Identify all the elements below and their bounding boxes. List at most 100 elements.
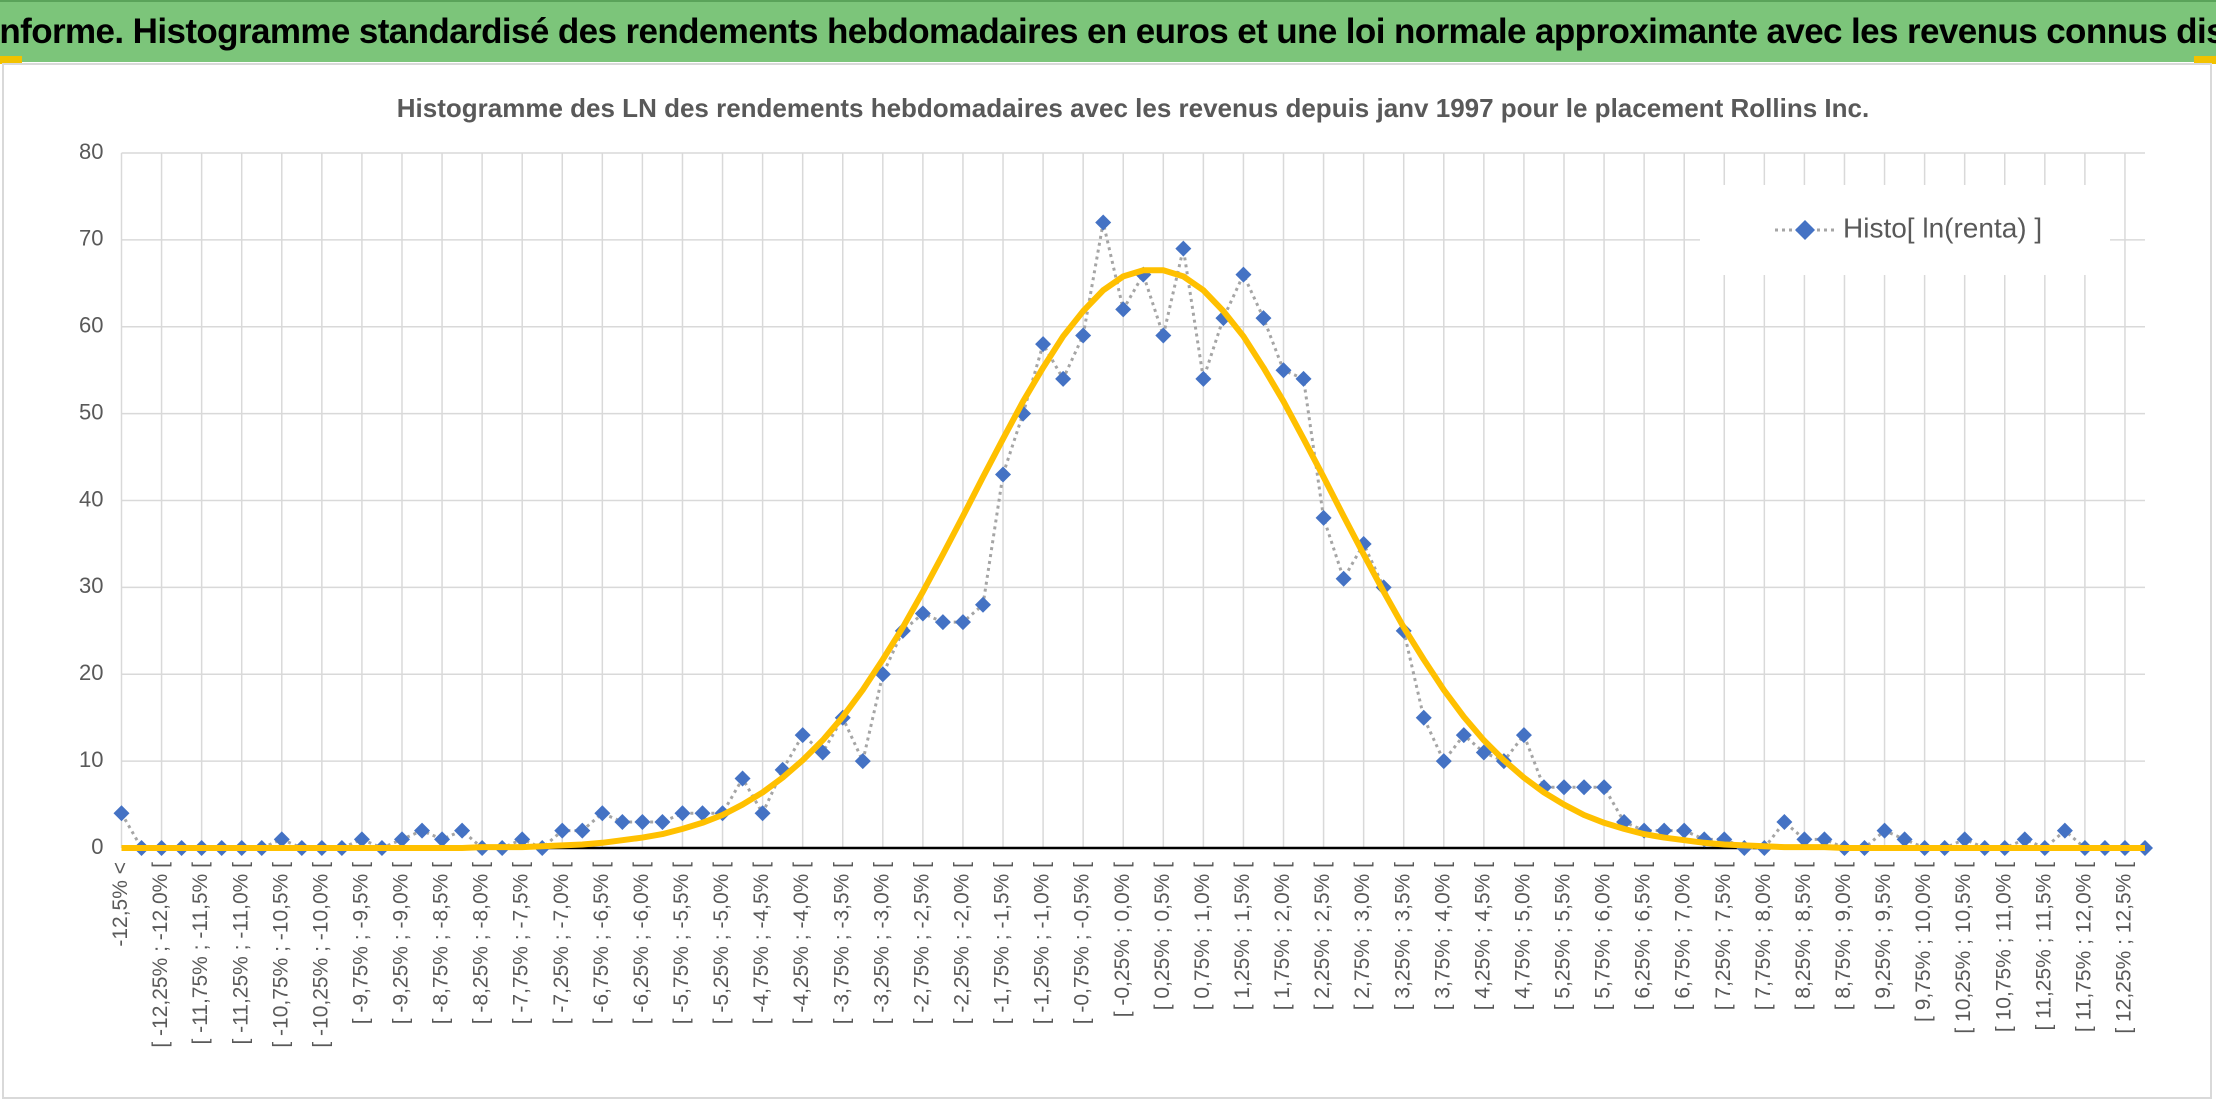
x-tick-label: [ 4,25% ; 4,5% [ xyxy=(1471,862,1494,1010)
data-point xyxy=(1115,301,1132,318)
x-tick-label: [ -8,25% ; -8,0% [ xyxy=(470,862,493,1024)
legend-label: Histo[ ln(renta) ] xyxy=(1843,212,2042,243)
legend-marker xyxy=(1795,220,1815,240)
data-point xyxy=(674,805,691,822)
x-tick-label: [ -1,25% ; -1,0% [ xyxy=(1031,862,1054,1024)
data-point xyxy=(1515,727,1532,744)
data-point xyxy=(914,605,931,622)
x-tick-label: [ -2,25% ; -2,0% [ xyxy=(951,862,974,1024)
data-point xyxy=(353,831,370,848)
x-tick-label: [ -10,75% ; -10,5% [ xyxy=(269,862,292,1048)
data-point xyxy=(1195,370,1212,387)
x-tick-label: [ -10,25% ; -10,0% [ xyxy=(309,862,332,1048)
data-point xyxy=(454,822,471,839)
y-tick-label: 40 xyxy=(79,486,103,511)
data-point xyxy=(1896,831,1913,848)
data-point xyxy=(594,805,611,822)
data-point xyxy=(634,813,651,830)
legend-box xyxy=(1700,185,2110,275)
data-point xyxy=(1555,779,1572,796)
data-point xyxy=(393,831,410,848)
x-tick-label: [ -7,25% ; -7,0% [ xyxy=(550,862,573,1024)
data-point xyxy=(1796,831,1813,848)
data-point xyxy=(1095,214,1112,231)
x-tick-label: [ 9,75% ; 10,0% [ xyxy=(1912,862,1935,1022)
y-tick-label: 30 xyxy=(79,573,103,598)
x-tick-label: [ 4,75% ; 5,0% [ xyxy=(1511,862,1534,1010)
data-point xyxy=(1576,779,1593,796)
series-line xyxy=(120,221,2145,850)
data-point xyxy=(1335,570,1352,587)
data-point xyxy=(1676,822,1693,839)
data-point xyxy=(954,614,971,631)
x-tick-label: [ -9,75% ; -9,5% [ xyxy=(349,862,372,1024)
x-tick-label: [ -2,75% ; -2,5% [ xyxy=(910,862,933,1024)
y-tick-label: 10 xyxy=(79,747,103,772)
data-point xyxy=(574,822,591,839)
data-point xyxy=(1415,709,1432,726)
x-tick-label: [ 5,75% ; 6,0% [ xyxy=(1592,862,1615,1010)
y-tick-label: 0 xyxy=(91,834,103,859)
y-tick-label: 20 xyxy=(79,660,103,685)
x-tick-label: [ 0,75% ; 1,0% [ xyxy=(1191,862,1214,1010)
x-tick-label: [ -1,75% ; -1,5% [ xyxy=(991,862,1014,1024)
x-tick-label: [ -12,25% ; -12,0% [ xyxy=(149,862,172,1048)
data-point xyxy=(1235,266,1252,283)
x-tick-label: [ 3,25% ; 3,5% [ xyxy=(1391,862,1414,1010)
x-tick-label: [ -0,25% ; 0,0% [ xyxy=(1111,862,1134,1017)
x-tick-label: [ 6,75% ; 7,0% [ xyxy=(1672,862,1695,1010)
data-point xyxy=(1435,753,1452,770)
x-tick-label: [ -3,25% ; -3,0% [ xyxy=(870,862,893,1024)
x-tick-label: [ 12,25% ; 12,5% [ xyxy=(2113,862,2136,1034)
x-tick-label: [ -0,75% ; -0,5% [ xyxy=(1071,862,1094,1024)
data-point xyxy=(1776,813,1793,830)
x-tick-label: [ -6,25% ; -6,0% [ xyxy=(630,862,653,1024)
x-tick-label: [ 10,25% ; 10,5% [ xyxy=(1952,862,1975,1034)
x-tick-label: [ 11,25% ; 11,5% [ xyxy=(2032,862,2055,1031)
x-tick-label: [ 1,75% ; 2,0% [ xyxy=(1271,862,1294,1010)
data-point xyxy=(1816,831,1833,848)
data-point xyxy=(1175,240,1192,257)
data-point xyxy=(113,805,130,822)
x-tick-label: [ -9,25% ; -9,0% [ xyxy=(390,862,413,1024)
chart-frame xyxy=(2,63,2212,1099)
x-tick-label: [ -4,25% ; -4,0% [ xyxy=(790,862,813,1024)
x-tick-label: [ 1,25% ; 1,5% [ xyxy=(1231,862,1254,1010)
x-tick-label: [ 7,75% ; 8,0% [ xyxy=(1752,862,1775,1010)
corner xyxy=(2194,56,2216,64)
x-tick-label: [ 6,25% ; 6,5% [ xyxy=(1632,862,1655,1010)
series-line xyxy=(121,267,2145,851)
data-point xyxy=(934,614,951,631)
data-point xyxy=(734,770,751,787)
x-tick-label: [ 8,75% ; 9,0% [ xyxy=(1832,862,1855,1010)
x-tick-label: [ 9,25% ; 9,5% [ xyxy=(1872,862,1895,1010)
data-point xyxy=(2056,822,2073,839)
data-point xyxy=(1455,727,1472,744)
page-title: ADAM Informe. Histogramme standardisé de… xyxy=(0,12,2216,51)
x-tick-label: [ 2,75% ; 3,0% [ xyxy=(1351,862,1374,1010)
data-point xyxy=(614,813,631,830)
x-tick-label: [ -6,75% ; -6,5% [ xyxy=(590,862,613,1024)
data-point xyxy=(1255,310,1272,327)
y-tick-label: 50 xyxy=(79,399,103,424)
data-point xyxy=(1295,370,1312,387)
data-point xyxy=(1275,362,1292,379)
data-point xyxy=(1596,779,1613,796)
x-tick-label: [ 0,25% ; 0,5% [ xyxy=(1151,862,1174,1010)
x-tick-label: [ -3,75% ; -3,5% [ xyxy=(830,862,853,1024)
x-tick-label: [ 11,75% ; 12,0% [ xyxy=(2072,862,2095,1032)
x-tick-label: [ -4,75% ; -4,5% [ xyxy=(750,862,773,1024)
data-point xyxy=(1155,327,1172,344)
data-point xyxy=(854,753,871,770)
x-tick-label: [ -5,25% ; -5,0% [ xyxy=(710,862,733,1024)
x-tick-label: [ 2,25% ; 2,5% [ xyxy=(1311,862,1334,1010)
x-tick-label: [ 3,75% ; 4,0% [ xyxy=(1431,862,1454,1010)
data-point xyxy=(273,831,290,848)
data-point xyxy=(2016,831,2033,848)
data-point xyxy=(794,727,811,744)
x-tick-label: [ 10,75% ; 11,0% [ xyxy=(1992,862,2015,1032)
data-point xyxy=(1956,831,1973,848)
x-tick-label: [ -8,75% ; -8,5% [ xyxy=(430,862,453,1024)
